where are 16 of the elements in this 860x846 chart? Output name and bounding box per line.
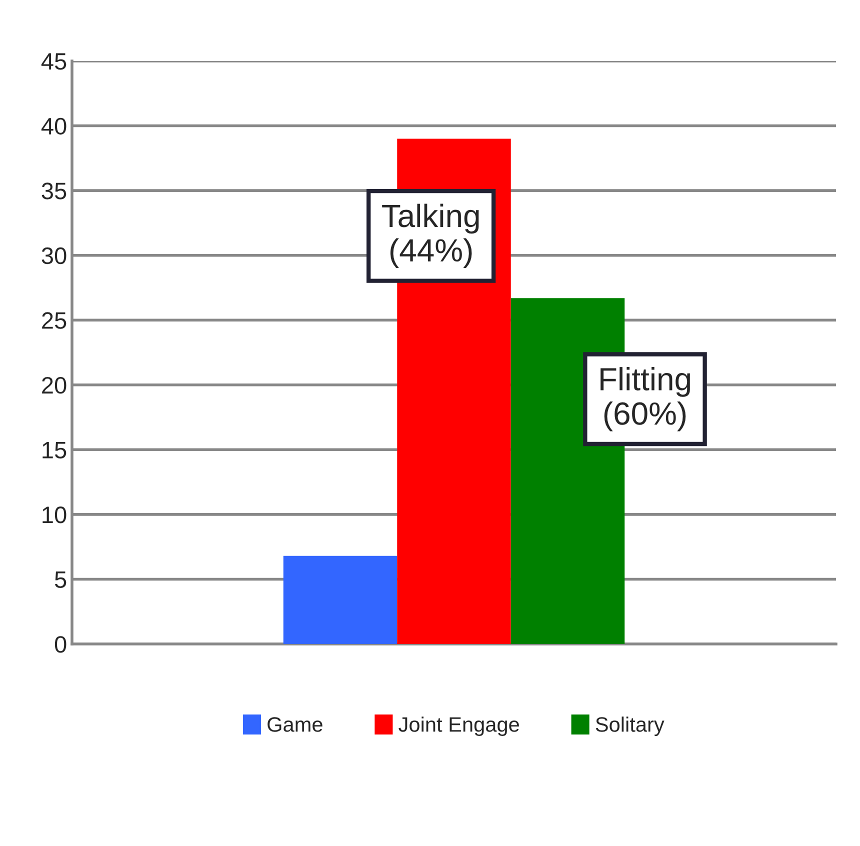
y-tick-label: 25 — [42, 312, 66, 329]
bar — [283, 556, 398, 644]
annotation: Talking (44%) — [382, 204, 479, 268]
y-tick-label: 0 — [54, 636, 66, 653]
y-tick-label: 5 — [54, 572, 66, 588]
legend-label: Game — [268, 717, 322, 732]
y-tick-label: 10 — [42, 506, 66, 524]
legend-label: Joint Engage — [398, 716, 519, 736]
y-tick-label: 45 — [41, 53, 66, 70]
y-tick-label: 40 — [41, 118, 66, 135]
y-tick-label: 30 — [42, 247, 66, 264]
y-tick-label: 20 — [42, 376, 66, 394]
y-tick-label: 15 — [42, 442, 66, 458]
legend-label: Solitary — [596, 716, 664, 736]
annotation: Flitting (60%) — [600, 367, 690, 432]
y-tick-label: 35 — [42, 182, 66, 200]
